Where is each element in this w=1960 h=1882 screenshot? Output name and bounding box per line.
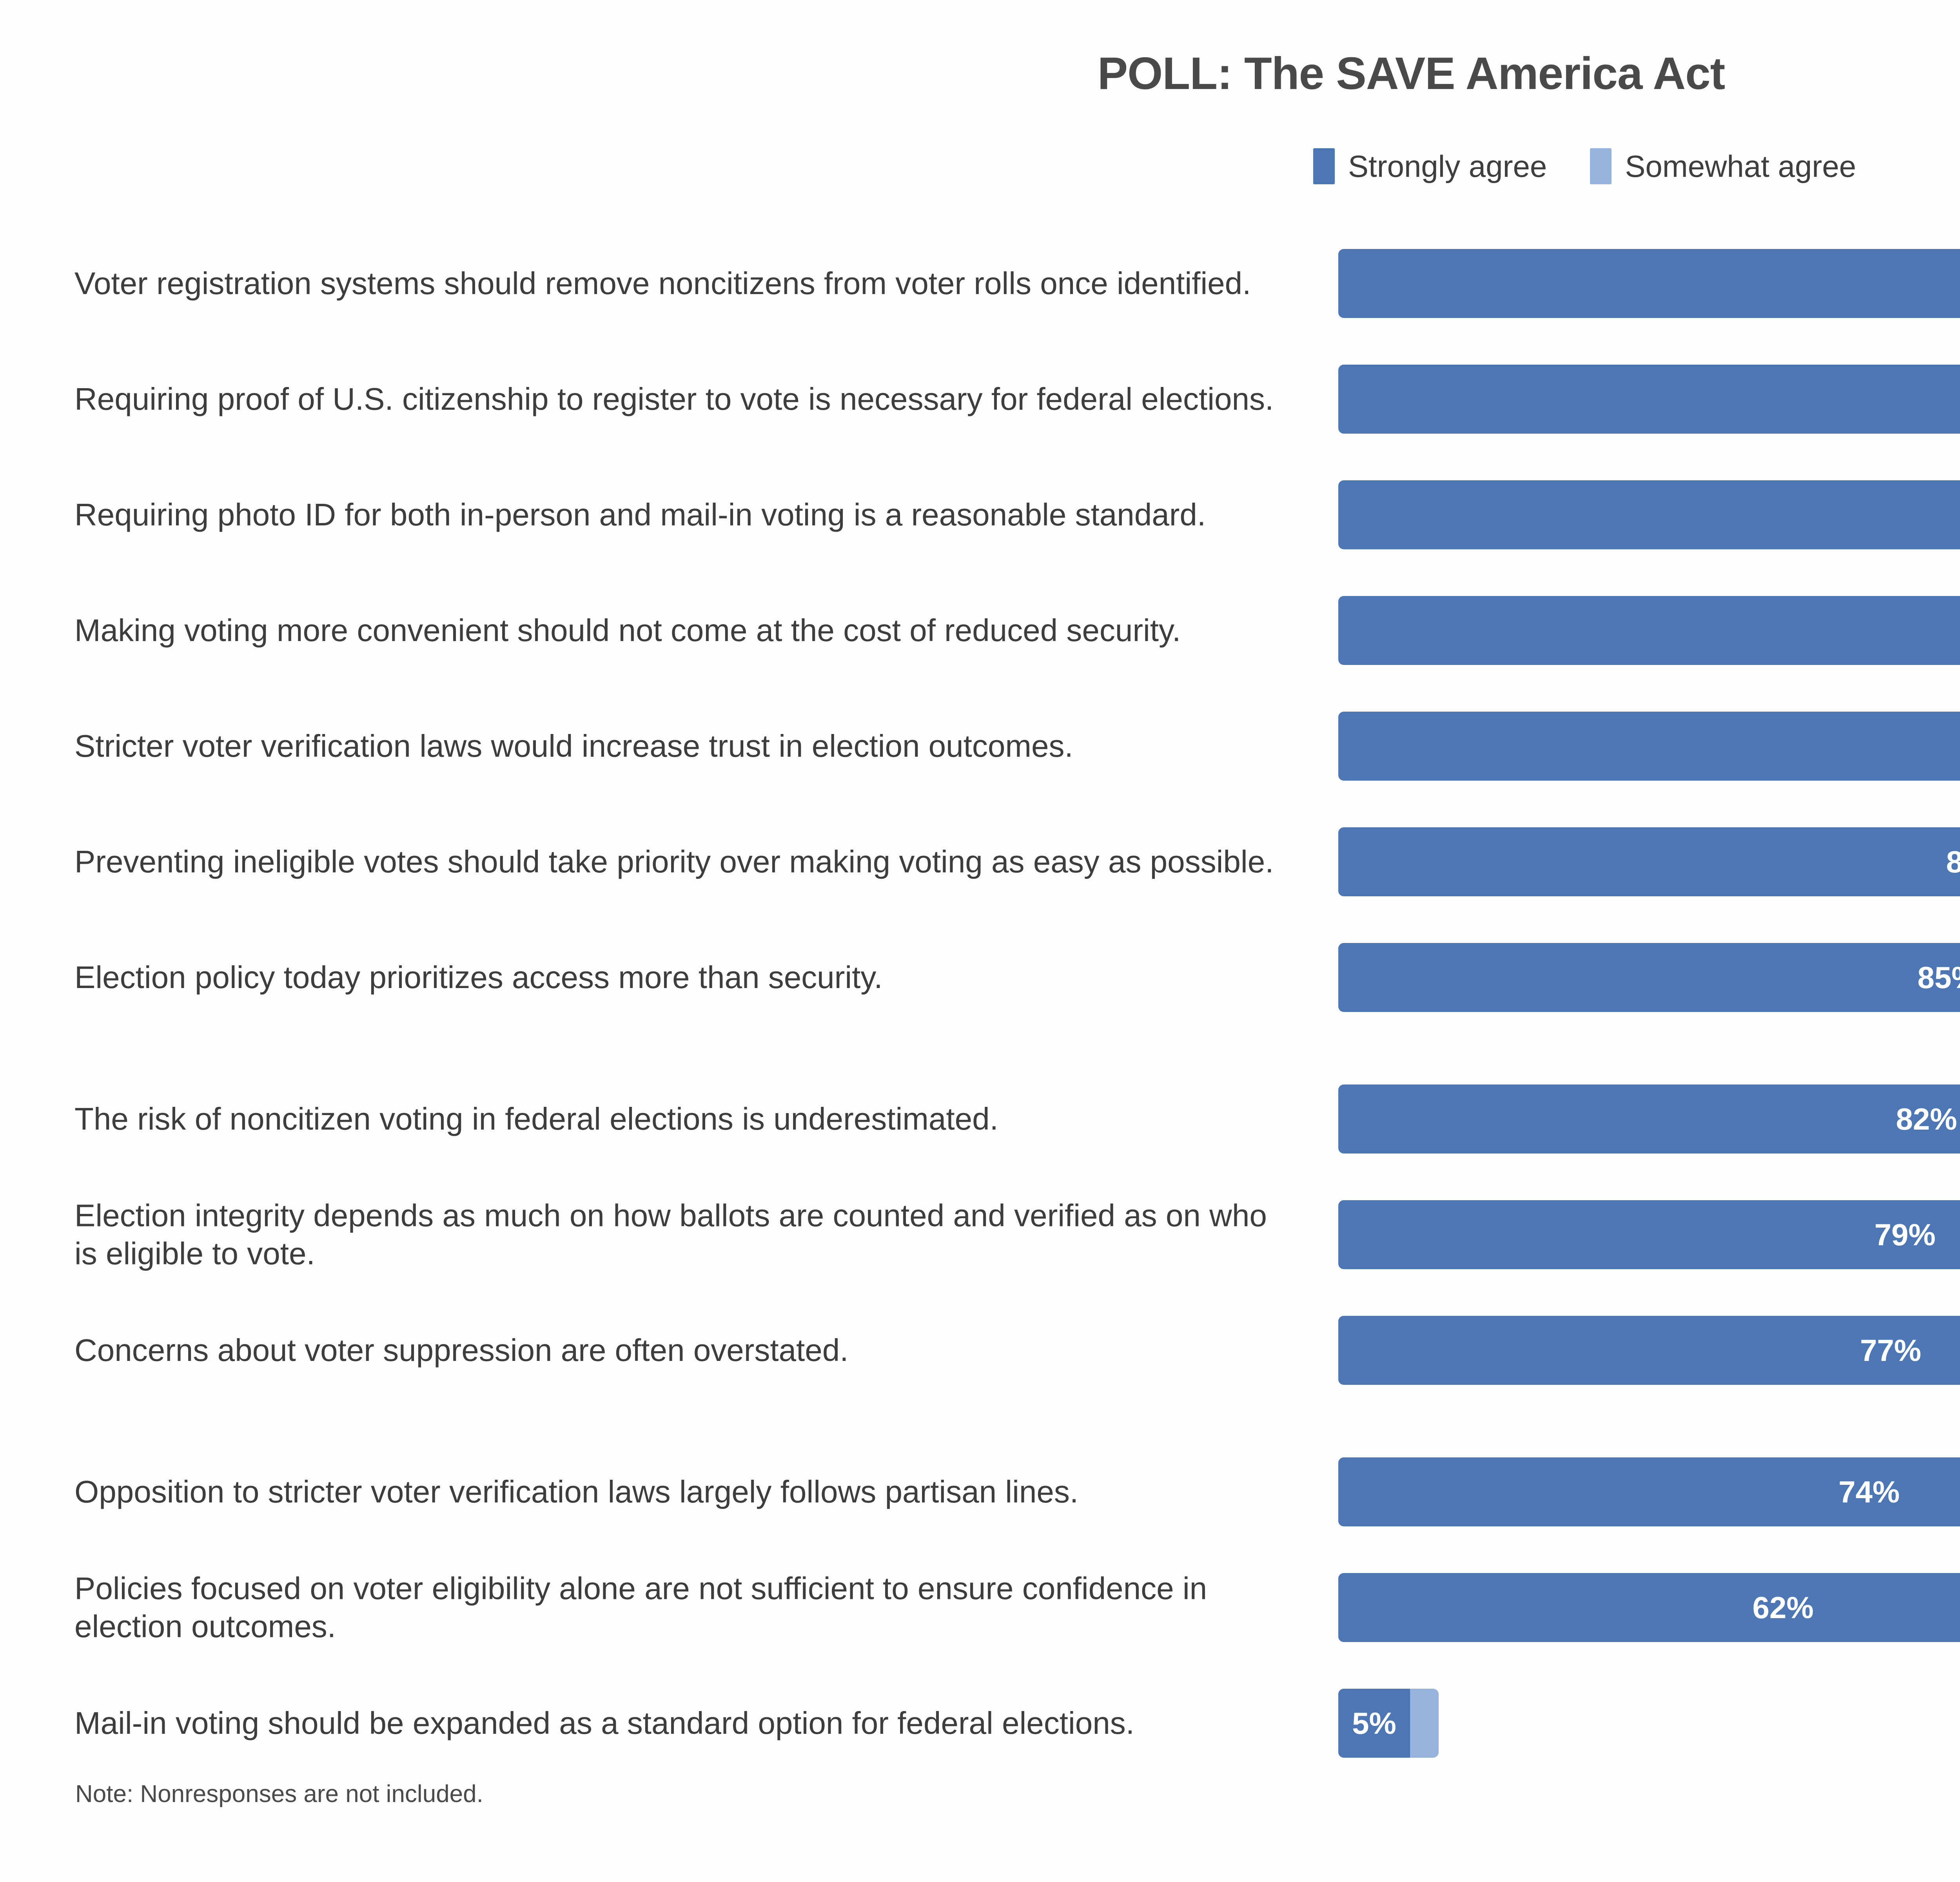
stacked-bar: 96% xyxy=(1338,364,1960,434)
chart-row-label: Opposition to stricter voter verificatio… xyxy=(74,1474,1079,1509)
chart-row: Requiring proof of U.S. citizenship to r… xyxy=(0,347,1960,451)
chart-row-label: Voter registration systems should remove… xyxy=(74,265,1251,301)
legend-label-strongly-agree: Strongly agree xyxy=(1348,149,1547,183)
chart-row: Requiring photo ID for both in-person an… xyxy=(0,463,1960,567)
chart-row: Election integrity depends as much on ho… xyxy=(0,1183,1960,1286)
chart-row: Mail-in voting should be expanded as a s… xyxy=(0,1671,1960,1775)
legend-item-strongly-agree[interactable]: Strongly agree xyxy=(1313,148,1547,184)
bar-value-strongly-agree: 5% xyxy=(1352,1706,1396,1740)
bar-value-strongly-agree: 82% xyxy=(1896,1101,1957,1136)
chart-row: Voter registration systems should remove… xyxy=(0,231,1960,335)
chart-row-label: Preventing ineligible votes should take … xyxy=(74,844,1274,879)
chart-row-label: Policies focused on voter eligibility al… xyxy=(74,1570,1207,1644)
bar-value-strongly-agree: 62% xyxy=(1752,1590,1814,1625)
stacked-bar: 97% xyxy=(1338,249,1960,318)
bar-value-strongly-agree: 79% xyxy=(1874,1217,1936,1252)
bar-segment-somewhat-agree xyxy=(1410,1688,1439,1758)
bar-segment-strongly-agree: 74% xyxy=(1338,1457,1960,1526)
chart-row-label: Mail-in voting should be expanded as a s… xyxy=(74,1705,1134,1740)
chart-row: Concerns about voter suppression are oft… xyxy=(0,1298,1960,1402)
legend-swatch-strongly-agree xyxy=(1313,148,1335,184)
bar-segment-strongly-agree: 92% xyxy=(1338,711,1960,781)
stacked-bar: 85%10% xyxy=(1338,943,1960,1012)
chart-row-label: Election integrity depends as much on ho… xyxy=(74,1197,1267,1271)
bar-segment-strongly-agree: 93% xyxy=(1338,596,1960,665)
chart-plot-area: Voter registration systems should remove… xyxy=(0,231,1960,1787)
chart-row: Making voting more convenient should not… xyxy=(0,578,1960,682)
chart-legend: Strongly agree Somewhat agree xyxy=(1313,148,1856,184)
bar-value-strongly-agree: 77% xyxy=(1860,1333,1922,1368)
stacked-bar: 82%10% xyxy=(1338,1084,1960,1154)
bar-value-strongly-agree: 89% xyxy=(1946,844,1960,879)
bar-segment-strongly-agree: 82% xyxy=(1338,1084,1960,1154)
chart-row-label: Making voting more convenient should not… xyxy=(74,612,1181,648)
bar-segment-strongly-agree: 93% xyxy=(1338,480,1960,549)
stacked-bar: 89%7% xyxy=(1338,827,1960,896)
bar-segment-strongly-agree: 89% xyxy=(1338,827,1960,896)
page-title: POLL: The SAVE America Act xyxy=(1097,48,1726,99)
bar-segment-strongly-agree: 85% xyxy=(1338,943,1960,1012)
chart-row-label: Stricter voter verification laws would i… xyxy=(74,728,1073,763)
legend-swatch-somewhat-agree xyxy=(1590,148,1612,184)
bar-value-strongly-agree: 85% xyxy=(1917,960,1960,995)
bar-segment-strongly-agree: 5% xyxy=(1338,1688,1410,1758)
chart-row: Opposition to stricter voter verificatio… xyxy=(0,1440,1960,1544)
stacked-bar: 5% xyxy=(1338,1688,1439,1758)
stacked-bar: 93% xyxy=(1338,480,1960,549)
chart-row-label: Concerns about voter suppression are oft… xyxy=(74,1332,849,1368)
chart-row-label: Election policy today prioritizes access… xyxy=(74,959,883,995)
chart-row-label: Requiring photo ID for both in-person an… xyxy=(74,497,1206,532)
stacked-bar: 79%13% xyxy=(1338,1200,1960,1269)
bar-segment-strongly-agree: 62% xyxy=(1338,1573,1960,1642)
chart-row: Election policy today prioritizes access… xyxy=(0,925,1960,1029)
chart-row: Preventing ineligible votes should take … xyxy=(0,810,1960,914)
bar-segment-strongly-agree: 77% xyxy=(1338,1315,1960,1385)
legend-item-somewhat-agree[interactable]: Somewhat agree xyxy=(1590,148,1856,184)
legend-label-somewhat-agree: Somewhat agree xyxy=(1625,149,1856,183)
chart-row: Policies focused on voter eligibility al… xyxy=(0,1555,1960,1659)
chart-row: Stricter voter verification laws would i… xyxy=(0,694,1960,798)
bar-segment-strongly-agree: 97% xyxy=(1338,249,1960,318)
chart-row-label: Requiring proof of U.S. citizenship to r… xyxy=(74,381,1274,416)
bar-value-strongly-agree: 74% xyxy=(1838,1474,1900,1509)
chart-row-label: The risk of noncitizen voting in federal… xyxy=(74,1101,998,1136)
stacked-bar: 74%14% xyxy=(1338,1457,1960,1526)
stacked-bar: 62%23% xyxy=(1338,1573,1960,1642)
stacked-bar: 77%9% xyxy=(1338,1315,1960,1385)
chart-row: The risk of noncitizen voting in federal… xyxy=(0,1067,1960,1171)
bar-segment-strongly-agree: 96% xyxy=(1338,364,1960,434)
stacked-bar: 93%5% xyxy=(1338,596,1960,665)
chart-footnote: Note: Nonresponses are not included. xyxy=(75,1780,483,1808)
stacked-bar: 92%5% xyxy=(1338,711,1960,781)
bar-segment-strongly-agree: 79% xyxy=(1338,1200,1960,1269)
